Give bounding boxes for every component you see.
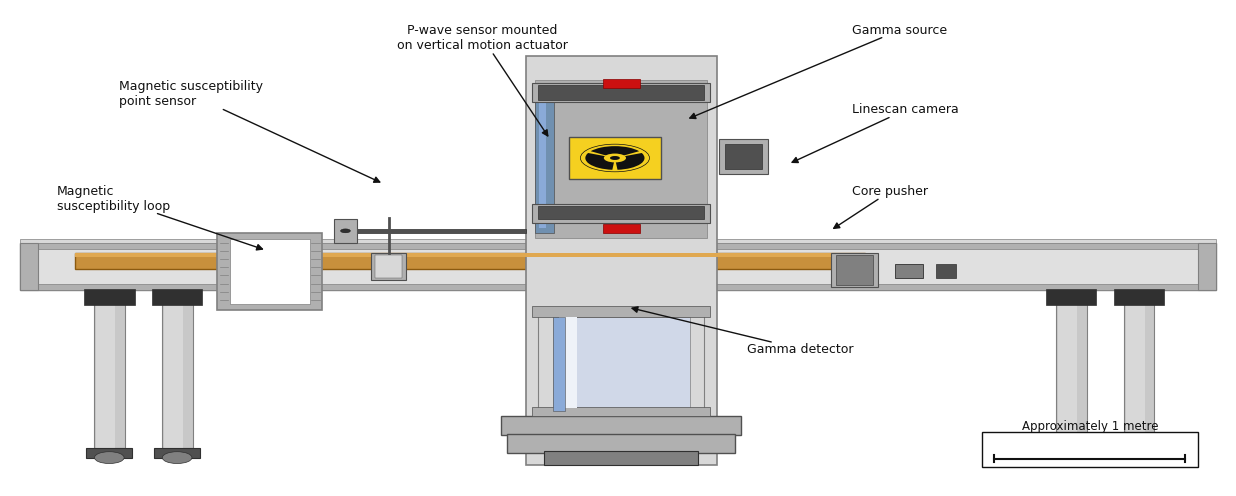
Bar: [719, 139, 769, 174]
Bar: [535, 80, 707, 238]
Bar: [531, 407, 711, 416]
Bar: [832, 253, 879, 288]
Bar: [335, 219, 356, 243]
Bar: [531, 83, 711, 103]
Bar: [538, 85, 705, 100]
Bar: [20, 284, 1216, 290]
Text: Linescan camera: Linescan camera: [792, 103, 959, 163]
Bar: [603, 224, 639, 233]
Circle shape: [611, 156, 619, 160]
Bar: [335, 229, 525, 233]
Circle shape: [1057, 452, 1086, 464]
Text: P-wave sensor mounted
on vertical motion actuator: P-wave sensor mounted on vertical motion…: [397, 24, 567, 136]
Bar: [1124, 290, 1154, 448]
Bar: [87, 448, 132, 458]
Bar: [96, 290, 115, 448]
Text: Approximately 1 metre: Approximately 1 metre: [1022, 420, 1158, 433]
Text: Magnetic susceptibility
point sensor: Magnetic susceptibility point sensor: [119, 80, 379, 182]
Bar: [218, 233, 323, 310]
Bar: [531, 306, 711, 317]
Bar: [507, 434, 735, 453]
Text: Gamma source: Gamma source: [690, 24, 948, 119]
Bar: [538, 310, 705, 416]
Wedge shape: [586, 153, 616, 170]
Wedge shape: [616, 153, 644, 170]
Bar: [531, 204, 711, 223]
Bar: [936, 264, 955, 278]
Bar: [1116, 448, 1162, 458]
Bar: [20, 243, 38, 290]
Bar: [1048, 448, 1094, 458]
Bar: [1058, 290, 1077, 448]
Circle shape: [94, 452, 124, 464]
Bar: [94, 290, 125, 448]
Bar: [75, 252, 865, 269]
Bar: [1198, 243, 1216, 290]
Bar: [20, 243, 1216, 290]
Bar: [552, 317, 565, 411]
Bar: [230, 239, 310, 304]
Bar: [1056, 290, 1086, 448]
Bar: [603, 79, 639, 88]
Bar: [544, 451, 698, 465]
Bar: [535, 85, 554, 233]
Bar: [525, 56, 717, 465]
Bar: [375, 255, 402, 278]
Bar: [569, 137, 661, 179]
Bar: [152, 289, 203, 305]
Bar: [84, 289, 135, 305]
Text: Core pusher: Core pusher: [834, 185, 928, 228]
Bar: [154, 448, 200, 458]
Text: Gamma detector: Gamma detector: [632, 307, 854, 356]
Bar: [20, 243, 1216, 249]
Bar: [981, 432, 1198, 468]
Text: Magnetic
susceptibility loop: Magnetic susceptibility loop: [57, 185, 262, 250]
Bar: [539, 90, 546, 228]
Circle shape: [1125, 452, 1154, 464]
Bar: [726, 144, 763, 169]
Bar: [1126, 290, 1145, 448]
Circle shape: [604, 154, 625, 162]
Bar: [164, 290, 183, 448]
Bar: [837, 255, 874, 286]
Circle shape: [341, 229, 350, 233]
Circle shape: [581, 144, 649, 172]
Bar: [1114, 289, 1164, 305]
Bar: [162, 290, 193, 448]
Bar: [538, 205, 705, 219]
Bar: [559, 317, 577, 408]
Bar: [895, 264, 922, 278]
Bar: [75, 252, 865, 257]
Bar: [20, 239, 1216, 243]
Wedge shape: [591, 146, 639, 158]
Bar: [371, 253, 405, 280]
Circle shape: [162, 452, 192, 464]
Bar: [552, 317, 690, 408]
Bar: [501, 416, 742, 435]
Bar: [1046, 289, 1096, 305]
